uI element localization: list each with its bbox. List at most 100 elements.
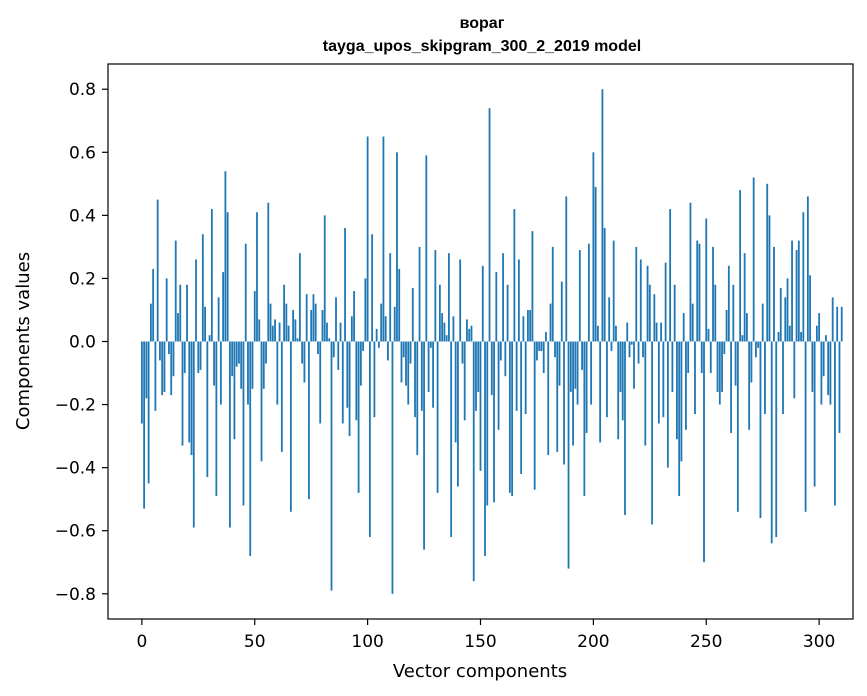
- bar: [219, 341, 222, 405]
- bar: [615, 325, 617, 342]
- bar: [694, 341, 696, 415]
- bar: [775, 341, 778, 538]
- bar: [644, 341, 647, 446]
- bar: [289, 341, 292, 512]
- bar: [420, 341, 423, 411]
- bar: [734, 341, 737, 386]
- bar: [416, 341, 419, 456]
- bar: [673, 284, 676, 342]
- bar: [402, 341, 405, 358]
- bar: [682, 313, 685, 342]
- bar: [262, 341, 265, 389]
- bar: [689, 202, 692, 342]
- bar: [513, 209, 516, 342]
- bar: [208, 335, 211, 342]
- bar: [621, 341, 624, 421]
- bar: [393, 306, 396, 342]
- bar: [549, 303, 552, 342]
- bar: [574, 341, 577, 389]
- bar: [301, 341, 304, 364]
- bar: [341, 341, 344, 424]
- bar: [680, 341, 683, 462]
- bar: [567, 341, 570, 569]
- bar: [477, 341, 480, 392]
- bar: [368, 341, 371, 538]
- bar: [201, 234, 204, 342]
- bar: [761, 303, 764, 342]
- bar: [346, 341, 349, 408]
- bar: [163, 341, 166, 392]
- bar: [813, 341, 816, 487]
- x-tick-label: 300: [803, 632, 835, 652]
- bar: [642, 341, 644, 358]
- bar: [504, 341, 507, 377]
- bar: [732, 284, 735, 342]
- bar: [743, 253, 746, 342]
- bar: [283, 284, 285, 342]
- bar: [594, 186, 597, 342]
- bar: [362, 341, 365, 351]
- bar: [811, 341, 814, 392]
- bar: [786, 278, 789, 342]
- bar: [357, 341, 360, 493]
- bar: [511, 341, 514, 497]
- bar: [698, 243, 701, 342]
- bar: [628, 341, 631, 358]
- bar: [244, 243, 247, 342]
- bar: [538, 341, 541, 351]
- bar: [676, 341, 678, 440]
- bar: [576, 341, 579, 405]
- bar: [210, 209, 213, 342]
- bar: [165, 278, 168, 342]
- bar: [305, 294, 308, 342]
- bar: [384, 316, 387, 342]
- bar: [459, 259, 462, 342]
- bar: [317, 341, 319, 355]
- bar: [445, 335, 448, 342]
- bar: [414, 341, 416, 418]
- bar: [195, 259, 197, 342]
- bar: [764, 341, 766, 415]
- bar: [750, 341, 753, 383]
- bar: [608, 297, 611, 342]
- bar: [396, 152, 398, 342]
- bar: [499, 341, 502, 361]
- bar: [736, 341, 739, 512]
- bar: [563, 341, 565, 465]
- bar: [540, 341, 543, 351]
- bar: [373, 341, 376, 418]
- bar: [542, 341, 545, 374]
- bar: [186, 284, 188, 342]
- bar: [222, 272, 225, 342]
- bar: [159, 341, 161, 361]
- bar: [472, 341, 475, 582]
- bar: [382, 136, 385, 342]
- bar: [143, 341, 146, 509]
- bar: [323, 215, 326, 342]
- bar: [466, 319, 468, 342]
- bar: [655, 322, 658, 342]
- bar: [691, 303, 694, 342]
- bar: [161, 341, 164, 396]
- bar: [256, 212, 258, 342]
- bar: [389, 253, 392, 342]
- bar: [247, 341, 249, 405]
- bar: [834, 341, 836, 506]
- x-tick-label: 50: [244, 632, 266, 652]
- bar: [515, 341, 518, 411]
- bar: [606, 341, 608, 418]
- bar: [612, 240, 615, 342]
- bar: [436, 341, 439, 493]
- bar: [355, 341, 358, 421]
- x-tick-label: 100: [351, 632, 383, 652]
- bar: [662, 341, 665, 418]
- bar: [457, 341, 459, 487]
- bar: [280, 341, 283, 452]
- bar: [517, 259, 520, 342]
- bar: [651, 341, 653, 525]
- bar: [685, 341, 687, 430]
- bar: [773, 246, 775, 342]
- bar: [461, 341, 464, 364]
- x-tick-label: 250: [690, 632, 722, 652]
- bar: [572, 341, 574, 446]
